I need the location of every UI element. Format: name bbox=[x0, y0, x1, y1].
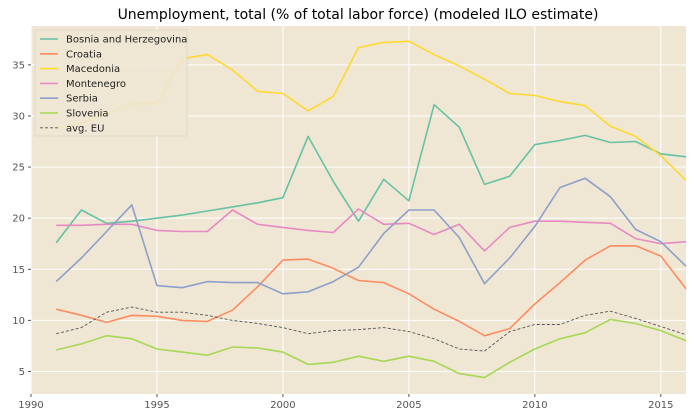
x-tick-label: 2015 bbox=[648, 400, 673, 411]
x-tick-label: 1995 bbox=[144, 400, 169, 411]
y-tick-label: 10 bbox=[12, 316, 25, 327]
y-axis-ticks: 5 10 15 20 25 30 35 bbox=[12, 60, 31, 378]
y-tick-label: 20 bbox=[12, 214, 25, 225]
series-line-slovenia bbox=[56, 318, 687, 379]
x-tick-label: 2000 bbox=[270, 400, 295, 411]
x-tick-label: 1990 bbox=[18, 400, 43, 411]
series-line-montenegro bbox=[56, 208, 687, 252]
y-tick-label: 30 bbox=[12, 111, 25, 122]
legend-label-avg-eu: avg. EU bbox=[66, 123, 104, 134]
series-line-bosnia-and-herzegovina bbox=[55, 103, 687, 244]
grid bbox=[30, 26, 686, 394]
legend-label-macedonia: Macedonia bbox=[66, 64, 120, 75]
legend-label-serbia: Serbia bbox=[66, 94, 98, 105]
legend-label-croatia: Croatia bbox=[66, 49, 102, 60]
x-tick-label: 2010 bbox=[522, 400, 547, 411]
y-tick-label: 35 bbox=[12, 60, 25, 71]
legend-label-bosnia-and-herzegovina: Bosnia and Herzegovina bbox=[66, 35, 187, 46]
y-tick-label: 5 bbox=[19, 367, 25, 378]
y-tick-label: 25 bbox=[12, 163, 25, 174]
x-tick-label: 2005 bbox=[396, 400, 421, 411]
y-tick-label: 15 bbox=[12, 265, 25, 276]
legend-label-slovenia: Slovenia bbox=[66, 109, 109, 120]
series-line-serbia bbox=[55, 177, 687, 295]
legend-label-montenegro: Montenegro bbox=[66, 79, 126, 90]
chart-title: Unemployment, total (% of total labor fo… bbox=[118, 7, 599, 23]
x-axis-ticks: 1990 1995 2000 2005 2010 2015 bbox=[18, 394, 674, 411]
legend-box bbox=[34, 29, 188, 137]
series-line-croatia bbox=[56, 245, 687, 337]
series-line-avg-eu bbox=[56, 306, 687, 352]
legend: Bosnia and Herzegovina Croatia Macedonia Mo… bbox=[34, 29, 188, 137]
